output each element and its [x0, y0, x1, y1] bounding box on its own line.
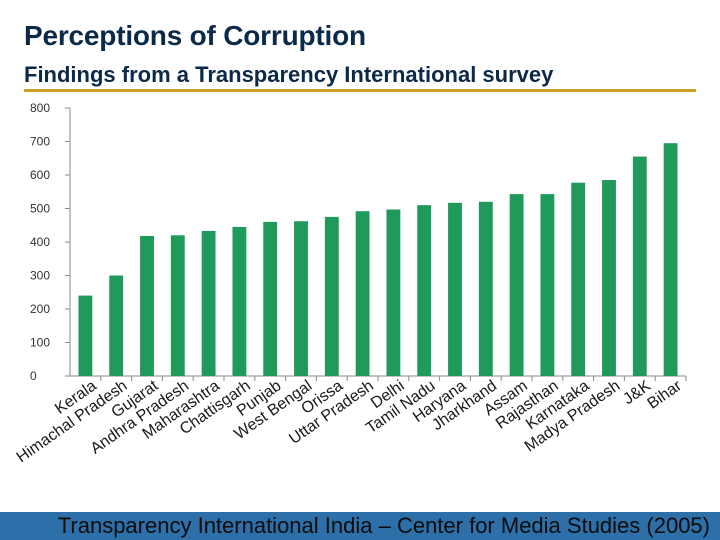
bar: [571, 182, 586, 376]
bar: [448, 202, 462, 376]
bar: [263, 221, 278, 376]
accent-rule: [24, 89, 696, 92]
bar: [386, 209, 401, 376]
bar: [78, 295, 93, 376]
bar: [355, 211, 370, 376]
bar: [140, 235, 154, 376]
slide-subtitle: Findings from a Transparency Internation…: [24, 62, 554, 87]
source-credit: Transparency International India – Cente…: [57, 513, 710, 538]
bar: [324, 216, 339, 376]
y-tick-label: 300: [30, 269, 50, 283]
footer-band: Transparency International India – Cente…: [0, 512, 720, 540]
bar: [170, 235, 185, 376]
y-tick-label: 700: [30, 135, 50, 149]
bar: [417, 205, 432, 376]
y-tick-label: 600: [30, 168, 50, 182]
y-tick-label: 500: [30, 202, 50, 216]
bar: [602, 180, 616, 376]
bar: [663, 143, 678, 376]
y-tick-label: 400: [30, 235, 50, 249]
bar: [540, 194, 555, 376]
y-tick-label: 800: [30, 101, 50, 115]
corruption-bar-chart: 0100200300400500600700800KeralaHimachal …: [14, 101, 687, 466]
y-tick-label: 0: [30, 369, 37, 383]
slide-title: Perceptions of Corruption: [24, 20, 366, 51]
category-label: Bihar: [645, 377, 686, 413]
bar: [232, 226, 247, 376]
bar: [478, 201, 493, 376]
bar: [632, 156, 647, 376]
bar: [509, 194, 524, 376]
bar: [294, 221, 308, 376]
y-tick-label: 200: [30, 302, 50, 316]
bar: [109, 275, 124, 376]
y-tick-label: 100: [30, 336, 50, 350]
bar: [201, 230, 216, 376]
